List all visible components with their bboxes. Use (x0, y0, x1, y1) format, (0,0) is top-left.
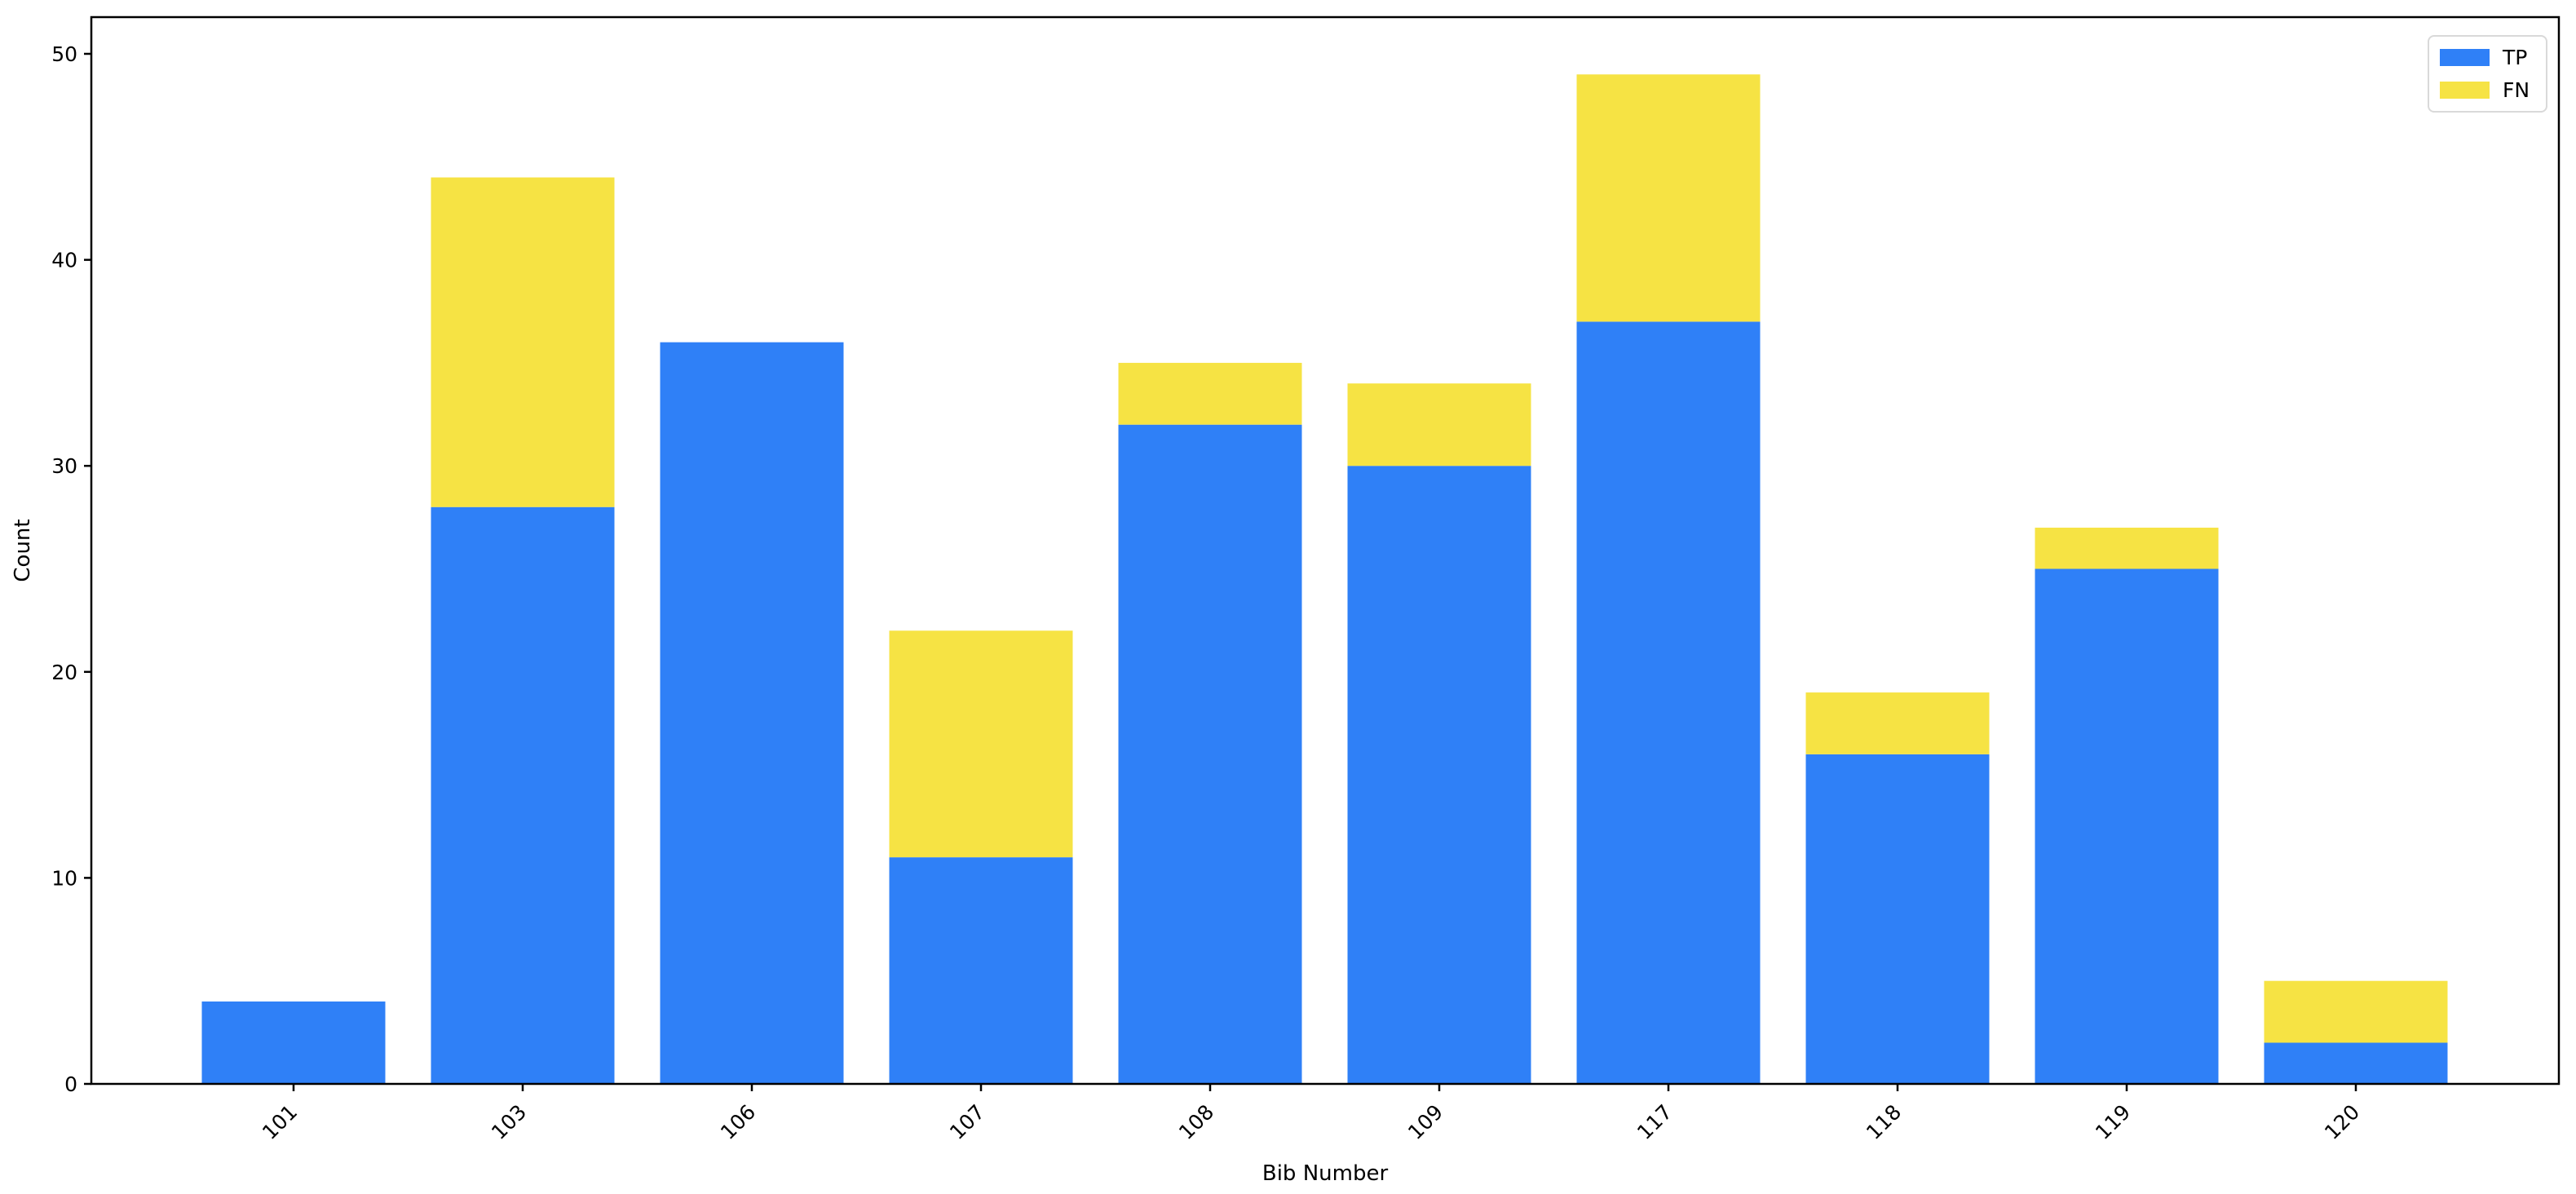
bar-segment-tp-106 (660, 342, 844, 1084)
legend: TP FN (2428, 35, 2547, 113)
y-tick-label: 50 (51, 42, 77, 66)
bar-segment-fn-109 (1347, 383, 1531, 467)
x-tick-label: 117 (1633, 1100, 1677, 1144)
bar-segment-tp-118 (1805, 754, 1990, 1084)
x-tick-label: 101 (258, 1100, 302, 1144)
x-tick-label: 118 (1862, 1100, 1906, 1144)
bar-segment-tp-103 (431, 506, 615, 1084)
tp-color-swatch (2440, 49, 2490, 67)
bar-segment-tp-119 (2035, 568, 2219, 1084)
y-axis-title: Count (11, 519, 35, 582)
y-tick-label: 30 (51, 454, 77, 478)
y-tick-label: 10 (51, 866, 77, 890)
legend-item-tp: TP (2440, 47, 2546, 68)
x-tick-label: 106 (716, 1100, 760, 1144)
x-tick-label: 119 (2091, 1100, 2135, 1144)
bar-segment-fn-119 (2035, 527, 2219, 569)
bar-segment-tp-120 (2264, 1042, 2448, 1084)
x-tick-label: 109 (1403, 1100, 1447, 1144)
fn-color-swatch (2440, 81, 2490, 99)
bar-segment-fn-118 (1805, 692, 1990, 754)
y-tick-label: 0 (64, 1072, 77, 1096)
x-tick-label: 107 (945, 1100, 989, 1144)
bar-segment-fn-108 (1118, 362, 1302, 425)
bar-segment-tp-108 (1118, 424, 1302, 1084)
y-tick-label: 20 (51, 661, 77, 684)
legend-label-tp: TP (2503, 46, 2528, 70)
axes-spines (90, 15, 2561, 1086)
legend-label-fn: FN (2503, 77, 2530, 102)
x-tick-label: 108 (1174, 1100, 1218, 1144)
x-tick-label: 103 (487, 1100, 531, 1144)
bar-segment-tp-109 (1347, 466, 1531, 1084)
bar-segment-tp-101 (201, 1001, 386, 1084)
bar-segment-tp-107 (889, 857, 1073, 1084)
bar-segment-fn-103 (431, 177, 615, 507)
bar-segment-fn-117 (1576, 74, 1761, 322)
y-tick-label: 40 (51, 249, 77, 272)
bar-segment-tp-117 (1576, 321, 1761, 1084)
x-tick-label: 120 (2320, 1100, 2364, 1144)
bar-segment-fn-120 (2264, 980, 2448, 1043)
x-axis-title: Bib Number (1262, 1161, 1389, 1186)
bar-segment-fn-107 (889, 630, 1073, 858)
legend-item-fn: FN (2440, 80, 2546, 100)
